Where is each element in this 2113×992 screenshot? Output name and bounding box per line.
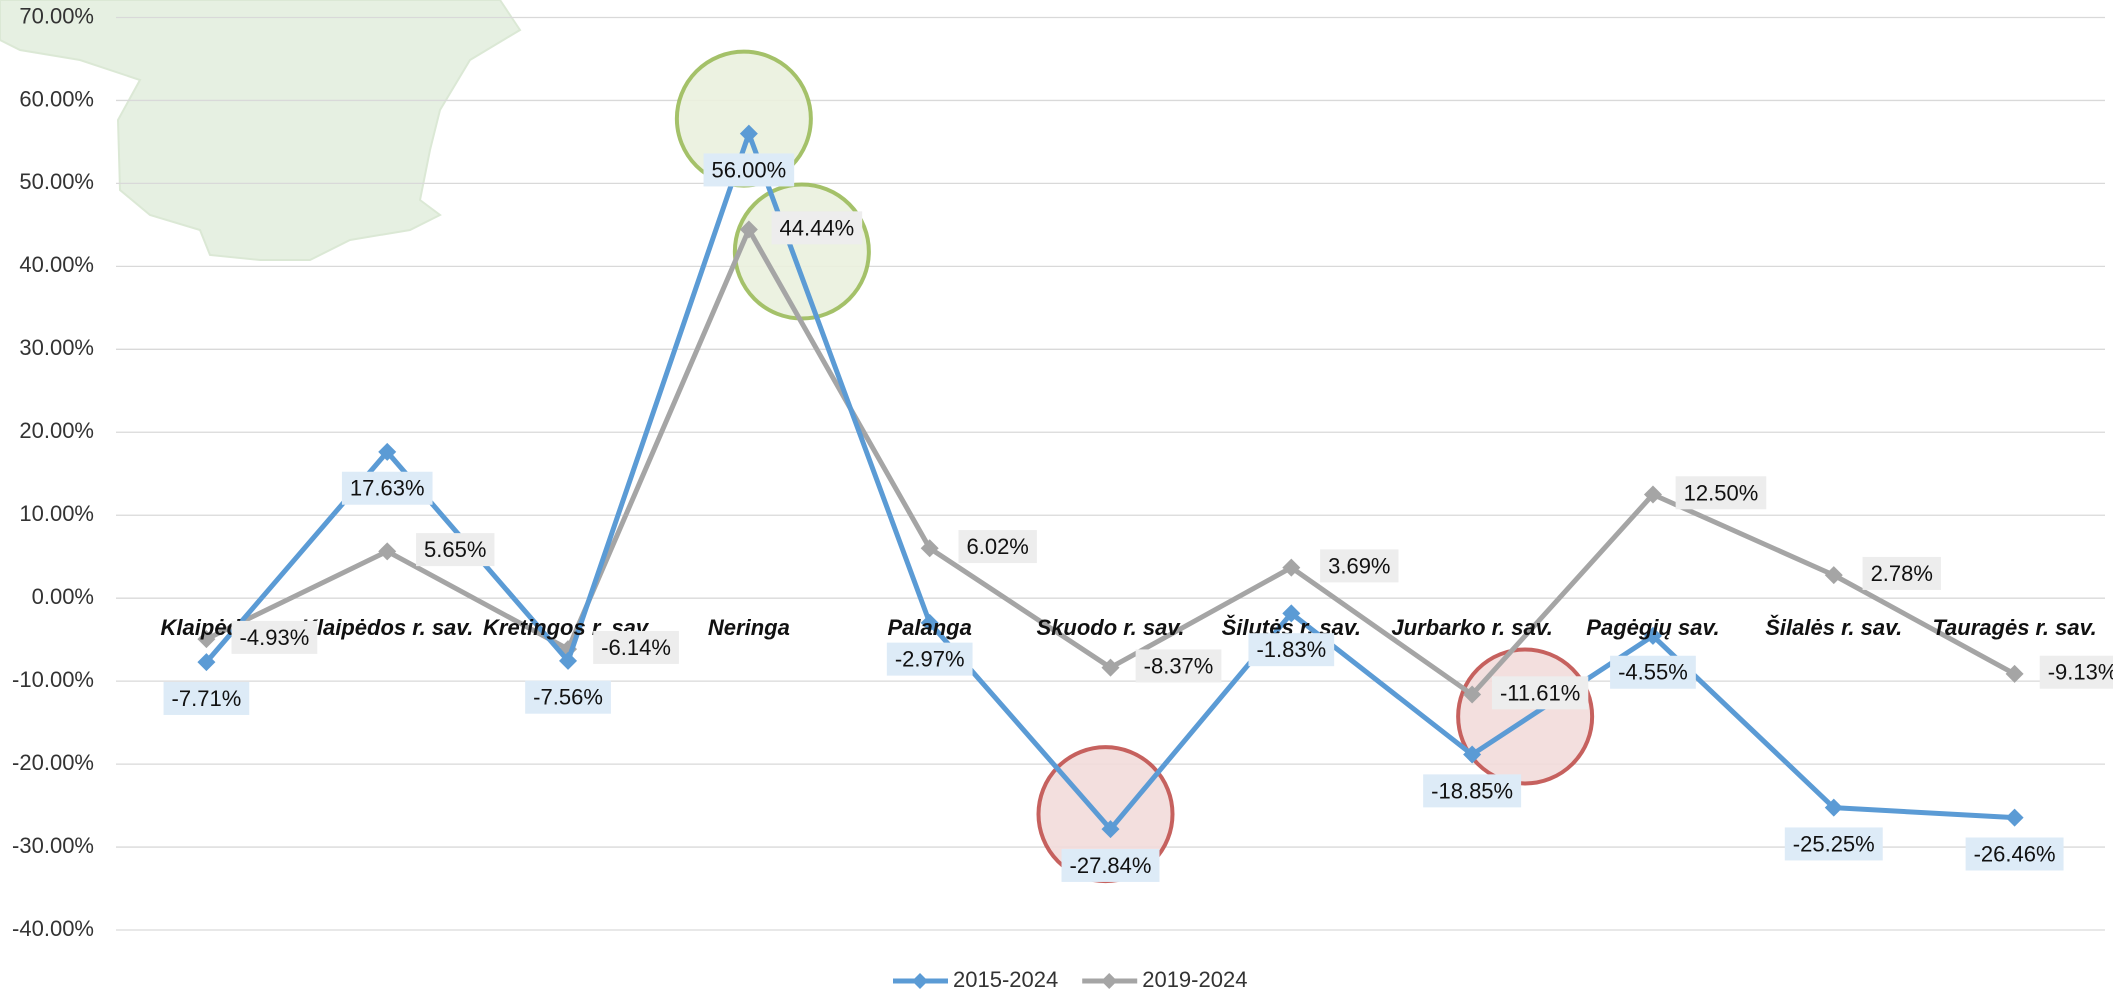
data-label-bg <box>416 533 495 567</box>
data-point <box>1824 566 1843 585</box>
x-tick-label: Tauragės r. sav. <box>1932 615 2096 640</box>
data-point <box>739 124 758 143</box>
y-tick-label: -10.00% <box>12 667 94 692</box>
data-label: -7.71% <box>172 686 242 711</box>
data-label-bg <box>2039 655 2113 689</box>
data-label: -8.37% <box>1144 653 1214 678</box>
legend-label: 2019-2024 <box>1142 967 1247 992</box>
data-point <box>1101 820 1120 839</box>
data-point <box>2005 808 2024 827</box>
data-label: -27.84% <box>1070 853 1152 878</box>
data-label-bg <box>703 153 795 187</box>
legend-marker <box>912 973 928 989</box>
data-label-bg <box>1491 676 1589 710</box>
data-label-bg <box>1135 649 1222 683</box>
y-tick-label: 50.00% <box>19 169 94 194</box>
data-point <box>1101 658 1120 677</box>
data-label: -11.61% <box>1500 680 1580 705</box>
background-map <box>0 0 522 261</box>
data-label-bg <box>1248 633 1335 667</box>
data-point <box>1824 798 1843 817</box>
highlight-circle <box>1456 647 1595 786</box>
grid <box>116 16 2105 931</box>
data-label: -18.85% <box>1431 778 1513 803</box>
data-point <box>378 542 397 561</box>
data-point <box>1643 626 1662 645</box>
y-tick-label: -30.00% <box>12 833 94 858</box>
data-label-bg <box>341 471 433 505</box>
data-point <box>197 630 216 649</box>
data-label-bg <box>1610 655 1696 689</box>
data-label-bg <box>1965 837 2064 871</box>
data-label: -2.97% <box>895 647 965 672</box>
x-tick-label: Palanga <box>887 615 971 640</box>
y-tick-label: 20.00% <box>19 418 94 443</box>
data-label: -1.83% <box>1256 637 1326 662</box>
highlight-circle <box>732 182 871 321</box>
y-tick-label: 40.00% <box>19 252 94 277</box>
data-point <box>1463 685 1482 704</box>
data-label-bg <box>593 630 679 664</box>
y-tick-label: 30.00% <box>19 335 94 360</box>
data-label: -4.93% <box>240 625 310 650</box>
data-label: 44.44% <box>780 215 855 240</box>
data-label: 3.69% <box>1328 553 1390 578</box>
map-shape <box>0 0 522 261</box>
data-label: 2.78% <box>1871 561 1933 586</box>
data-point <box>920 539 939 558</box>
data-label: 12.50% <box>1684 480 1759 505</box>
legend-marker <box>1101 973 1118 989</box>
data-point <box>1643 485 1662 504</box>
data-label-bg <box>1320 549 1399 583</box>
data-label-bg <box>886 642 973 676</box>
data-point <box>1282 558 1301 577</box>
data-point <box>378 442 397 461</box>
data-label-bg <box>1675 476 1767 510</box>
data-point <box>1463 745 1482 764</box>
x-tick-label: Šilalės r. sav. <box>1765 615 1902 640</box>
y-tick-label: -20.00% <box>12 750 94 775</box>
y-tick-label: 70.00% <box>19 3 94 28</box>
legend-label: 2015-2024 <box>953 967 1058 992</box>
data-label: -7.56% <box>533 685 603 710</box>
data-label: 5.65% <box>424 537 486 562</box>
data-label: -6.14% <box>601 635 671 660</box>
data-label-bg <box>525 680 611 714</box>
data-label: 6.02% <box>966 534 1028 559</box>
data-label-bg <box>163 681 250 715</box>
data-point <box>197 653 216 672</box>
data-label: -26.46% <box>1974 841 2056 866</box>
y-tick-label: 10.00% <box>19 501 94 526</box>
y-tick-label: -40.00% <box>12 916 94 941</box>
data-label: -9.13% <box>2048 660 2113 685</box>
data-label-bg <box>1423 774 1522 808</box>
data-point <box>739 220 758 239</box>
legend: 2015-2024 2019-2024 <box>893 967 1247 992</box>
labels: -40.00% -30.00% -20.00% -10.00% 0.00% 10.00% 2… <box>12 3 2113 941</box>
data-label-bg <box>231 620 318 654</box>
x-tick-label: Klaipėdos r. sav. <box>301 615 473 640</box>
data-point <box>559 651 578 670</box>
y-tick-label: 60.00% <box>19 86 94 111</box>
data-label: -4.55% <box>1618 660 1688 685</box>
data-label-bg <box>771 211 863 245</box>
data-label: -25.25% <box>1793 831 1875 856</box>
data-label-bg <box>1862 556 1941 590</box>
data-label: 17.63% <box>350 476 425 501</box>
data-label: 56.00% <box>712 157 787 182</box>
plot <box>197 124 2024 839</box>
x-tick-label: Jurbarko r. sav. <box>1391 615 1552 640</box>
x-tick-label: Skuodo r. sav. <box>1037 615 1185 640</box>
highlights <box>674 49 1595 884</box>
y-tick-label: 0.00% <box>32 584 94 609</box>
x-tick-label: Neringa <box>708 615 790 640</box>
data-label-bg <box>958 530 1037 564</box>
x-tick-label: Pagėgių sav. <box>1586 615 1719 640</box>
data-point <box>1282 604 1301 623</box>
data-point <box>2005 664 2024 683</box>
data-label-bg <box>1784 827 1883 861</box>
data-point <box>920 613 939 632</box>
data-label-bg <box>1061 848 1160 882</box>
